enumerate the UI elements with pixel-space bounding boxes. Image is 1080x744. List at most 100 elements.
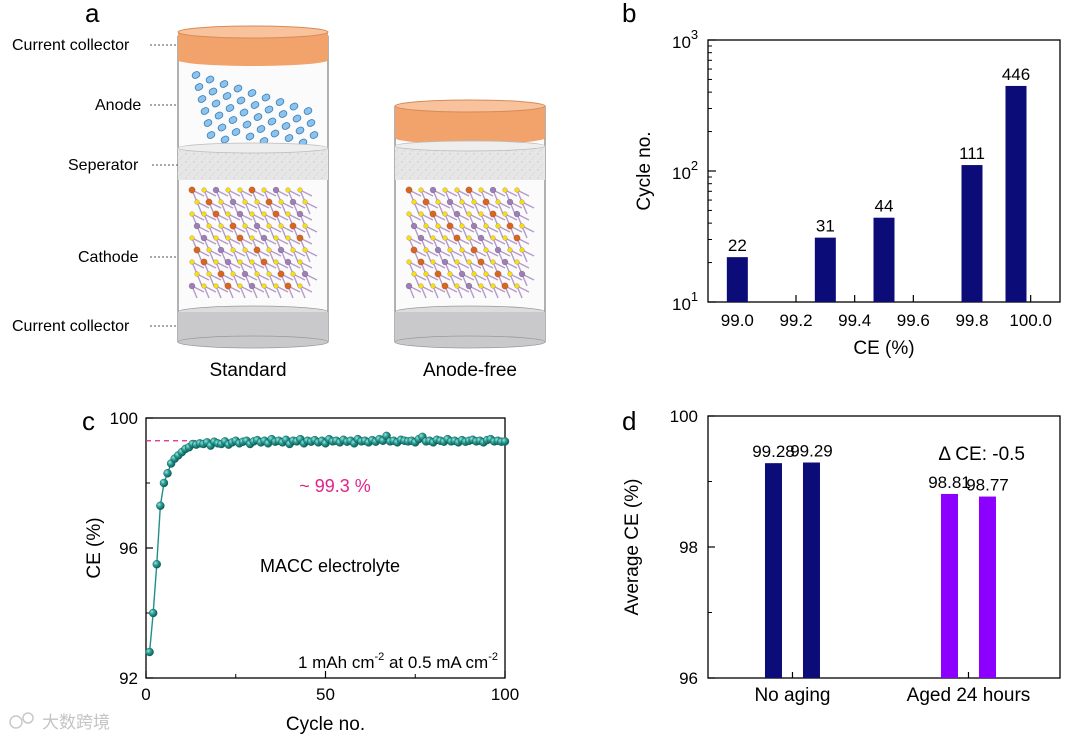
crystal-atom bbox=[213, 283, 219, 289]
crystal-atom bbox=[471, 199, 477, 205]
crystal-atom bbox=[506, 222, 514, 230]
y-axis-label: Cycle no. bbox=[634, 131, 655, 210]
anode-particle bbox=[247, 89, 257, 97]
crystal-atom bbox=[454, 259, 460, 265]
anode-particle bbox=[289, 102, 299, 111]
x-category-label: Aged 24 hours bbox=[907, 685, 1031, 706]
crystal-atom bbox=[237, 187, 243, 193]
annotation-electrolyte: MACC electrolyte bbox=[260, 556, 400, 576]
bar bbox=[764, 463, 782, 678]
crystal-atom bbox=[278, 199, 284, 205]
x-tick-label: 99.2 bbox=[779, 311, 812, 330]
bar bbox=[802, 462, 820, 678]
crystal-atom bbox=[285, 187, 291, 193]
anode-particle bbox=[270, 129, 280, 138]
anode-particle bbox=[239, 108, 249, 117]
anode-particle bbox=[250, 101, 260, 109]
bar-data-label: 98.81 bbox=[928, 473, 971, 492]
crystal-atom bbox=[477, 234, 485, 242]
anode-particle bbox=[233, 84, 243, 93]
x-tick-label: 99.6 bbox=[897, 311, 930, 330]
crystal-atom bbox=[218, 223, 224, 229]
crystal-atom bbox=[189, 259, 195, 265]
crystal-atom bbox=[248, 282, 256, 290]
crystal-atom bbox=[217, 270, 225, 278]
crystal-atom bbox=[514, 283, 520, 289]
crystal-atom bbox=[273, 235, 279, 241]
crystal-atom bbox=[418, 211, 424, 217]
y-axis-label: CE (%) bbox=[84, 517, 105, 578]
crystal-atom bbox=[237, 283, 243, 289]
copper-collector-top bbox=[177, 25, 329, 39]
crystal-atom bbox=[478, 211, 484, 217]
anode-particle bbox=[253, 113, 263, 121]
copper-collector-top bbox=[394, 99, 546, 113]
crystal-atom bbox=[465, 186, 473, 194]
data-point bbox=[156, 501, 165, 510]
crystal-atom bbox=[502, 187, 508, 193]
crystal-atom bbox=[470, 246, 478, 254]
x-tick-label: 0 bbox=[141, 685, 150, 704]
anode-particle bbox=[295, 126, 305, 135]
anode-particle bbox=[245, 132, 255, 141]
crystal-atom bbox=[278, 223, 284, 229]
anode-particle bbox=[203, 119, 213, 127]
crystal-atom bbox=[422, 198, 430, 206]
anode-particle bbox=[256, 125, 266, 133]
crystal-atom bbox=[296, 210, 304, 218]
crystal-atom bbox=[435, 199, 441, 205]
x-tick-label: 100.0 bbox=[1009, 311, 1052, 330]
crystal-atom bbox=[290, 271, 296, 277]
crystal-atom bbox=[477, 258, 485, 266]
anode-particle bbox=[228, 116, 238, 124]
crystal-atom bbox=[514, 259, 520, 265]
bar bbox=[961, 165, 983, 302]
crystal-atom bbox=[236, 210, 244, 218]
crystal-atom bbox=[447, 271, 453, 277]
anode-particle bbox=[225, 104, 235, 112]
crystal-atom bbox=[430, 235, 436, 241]
panel-a: a Current collector Anode Seperator Cath… bbox=[12, 0, 546, 381]
y-tick-label: 103 bbox=[672, 27, 698, 52]
crystal-atom bbox=[466, 235, 472, 241]
crystal-atom bbox=[301, 270, 309, 278]
crystal-atom bbox=[249, 211, 255, 217]
crystal-atom bbox=[411, 199, 417, 205]
panel-letter-a: a bbox=[85, 0, 100, 28]
bar-data-label: 44 bbox=[875, 197, 894, 216]
crystal-atom bbox=[261, 211, 267, 217]
data-point bbox=[152, 560, 161, 569]
bar-data-label: 99.29 bbox=[790, 442, 833, 461]
crystal-atom bbox=[193, 246, 201, 254]
label-cathode: Cathode bbox=[78, 249, 139, 266]
panel-b: b 101 102 103 99.0 99.2 99.4 99.6 99.8 100.0 22 31… bbox=[622, 0, 1061, 359]
crystal-atom bbox=[285, 235, 291, 241]
panel-a-labels: Current collector Anode Seperator Cathod… bbox=[12, 37, 178, 335]
crystal-atom bbox=[224, 282, 232, 290]
crystal-atom bbox=[447, 247, 453, 253]
x-axis-label: CE (%) bbox=[853, 338, 914, 359]
crystal-atom bbox=[206, 223, 212, 229]
crystal-atom bbox=[194, 199, 200, 205]
crystal-atom bbox=[212, 186, 220, 194]
panel-letter-c: c bbox=[82, 406, 95, 436]
watermark-logo-icon-2 bbox=[22, 712, 34, 724]
crystal-atom bbox=[194, 271, 200, 277]
y-tick-label: 101 bbox=[672, 289, 698, 314]
crystal-atom bbox=[266, 271, 272, 277]
crystal-atom bbox=[502, 211, 508, 217]
crystal-atom bbox=[446, 222, 454, 230]
crystal-atom bbox=[302, 247, 308, 253]
label-current-collector-bottom: Current collector bbox=[12, 318, 130, 335]
crystal-atom bbox=[265, 198, 273, 206]
crystal-atom bbox=[519, 223, 525, 229]
crystal-atom bbox=[453, 210, 461, 218]
crystal-atom bbox=[490, 259, 496, 265]
crystal-atom bbox=[429, 186, 437, 194]
crystal-atom bbox=[266, 223, 272, 229]
anode-particles bbox=[191, 71, 319, 147]
crystal-atom bbox=[230, 271, 236, 277]
collector-bottom-edge bbox=[177, 335, 329, 349]
crystal-atom bbox=[519, 247, 525, 253]
